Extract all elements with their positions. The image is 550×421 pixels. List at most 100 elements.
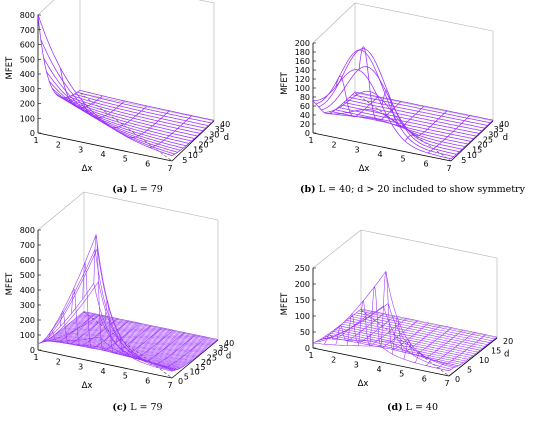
y-tick-label: 5 xyxy=(467,366,472,375)
mesh-line-y xyxy=(312,308,362,344)
y-tick-label: 30 xyxy=(209,130,219,139)
mesh-line-y xyxy=(380,271,430,350)
y-tick-label: 0 xyxy=(178,377,183,386)
caption-b: (b) L = 40; d > 20 included to show symm… xyxy=(275,184,550,195)
z-tick-label: 400 xyxy=(20,286,35,295)
z-tick-label: 800 xyxy=(20,226,35,235)
top-back-edge xyxy=(198,0,215,4)
y-tick-label: 5 xyxy=(182,156,187,165)
z-tick-label: 0 xyxy=(305,129,310,138)
y-tick-label: 25 xyxy=(483,135,493,144)
y-tick-label: 40 xyxy=(499,120,509,129)
z-tick-label: 700 xyxy=(20,26,35,35)
x-axis-label: Δx xyxy=(359,164,370,174)
z-tick-label: 200 xyxy=(20,316,35,325)
top-left-edge xyxy=(37,0,55,16)
y-axis-line xyxy=(171,339,219,379)
x-axis-label: Δx xyxy=(82,381,93,391)
x-tick-label: 3 xyxy=(78,362,83,371)
z-tick-label: 0 xyxy=(30,129,35,138)
z-tick-label: 0 xyxy=(305,344,310,353)
floor-back-edge xyxy=(83,311,219,341)
y-tick-label: 35 xyxy=(215,125,225,134)
z-tick-label: 400 xyxy=(20,70,35,79)
y-axis-line xyxy=(448,337,498,377)
z-tick-label: 700 xyxy=(20,241,35,250)
x-axis-line xyxy=(312,132,452,162)
x-tick-label: 7 xyxy=(167,164,172,173)
x-tick-label: 6 xyxy=(145,159,150,168)
y-tick-label: 5 xyxy=(461,156,466,165)
top-back-edge xyxy=(83,191,219,221)
y-tick-label: 25 xyxy=(207,353,217,362)
x-tick-label: 1 xyxy=(33,353,38,362)
x-tick-label: 3 xyxy=(78,145,83,154)
y-tick-label: 0 xyxy=(455,375,460,384)
mesh-line-y xyxy=(324,311,373,345)
mesh-line-y xyxy=(104,299,152,354)
y-tick-label: 40 xyxy=(220,120,230,129)
mesh-line-y xyxy=(426,332,475,366)
top-left-edge xyxy=(312,2,356,44)
caption-d-text: L = 40 xyxy=(405,402,439,413)
y-tick-label: 10 xyxy=(188,151,198,160)
z-tick-label: 100 xyxy=(295,312,310,321)
x-tick-label: 7 xyxy=(444,379,449,388)
mesh-line-y xyxy=(149,115,192,148)
mesh-line-y xyxy=(82,262,129,349)
mesh-line-y xyxy=(427,115,471,154)
z-axis-label: MFET xyxy=(5,272,15,296)
y-tick-label: 10 xyxy=(190,368,200,377)
x-tick-label: 4 xyxy=(377,150,382,159)
mesh-line-y xyxy=(149,334,196,366)
z-axis-label: MFET xyxy=(280,292,290,316)
z-tick-label: 500 xyxy=(20,55,35,64)
top-back-edge xyxy=(354,2,494,32)
mesh-line-x xyxy=(71,95,206,129)
x-axis-line xyxy=(37,349,173,379)
y-axis-label: d xyxy=(503,133,508,143)
mesh-line-y xyxy=(160,336,207,369)
caption-b-letter: (b) xyxy=(300,184,316,195)
floor-back-edge xyxy=(360,309,498,339)
z-tick-label: 250 xyxy=(295,264,310,273)
caption-d: (d) L = 40 xyxy=(275,402,550,413)
mesh-line-y xyxy=(381,90,425,128)
y-axis-line xyxy=(171,120,215,162)
caption-c-text: L = 79 xyxy=(130,402,163,413)
z-tick-label: 300 xyxy=(20,85,35,94)
mesh-line-y xyxy=(138,332,185,362)
y-tick-label: 30 xyxy=(213,349,223,358)
mesh-line-y xyxy=(450,119,494,160)
mesh-line-x xyxy=(46,71,181,151)
y-tick-label: 15 xyxy=(195,363,205,372)
y-tick-label: 20 xyxy=(198,141,208,150)
z-tick-label: 200 xyxy=(295,280,310,289)
y-axis-label: d xyxy=(504,349,509,359)
y-tick-label: 10 xyxy=(479,356,489,365)
x-tick-label: 7 xyxy=(446,164,451,173)
x-axis-line xyxy=(312,347,450,377)
x-tick-label: 5 xyxy=(123,372,128,381)
top-left-edge xyxy=(37,191,85,231)
x-tick-label: 6 xyxy=(422,374,427,383)
x-tick-label: 5 xyxy=(399,370,404,379)
z-tick-label: 180 xyxy=(295,48,310,57)
mesh-line-y xyxy=(414,329,464,363)
mesh-line-y xyxy=(358,300,407,346)
mesh-line-y xyxy=(59,67,103,109)
caption-a-letter: (a) xyxy=(112,184,128,195)
floor-diagonal xyxy=(360,309,450,377)
mesh-line-y xyxy=(448,336,498,372)
z-tick-label: 600 xyxy=(20,256,35,265)
z-axis-label: MFET xyxy=(280,71,290,95)
y-tick-label: 15 xyxy=(491,347,501,356)
z-tick-label: 300 xyxy=(20,301,35,310)
x-tick-label: 1 xyxy=(308,351,313,360)
y-tick-label: 35 xyxy=(494,125,504,134)
z-tick-label: 600 xyxy=(20,41,35,50)
top-left-edge xyxy=(312,229,362,269)
mesh-line-y xyxy=(437,334,486,369)
x-tick-label: 1 xyxy=(33,136,38,145)
